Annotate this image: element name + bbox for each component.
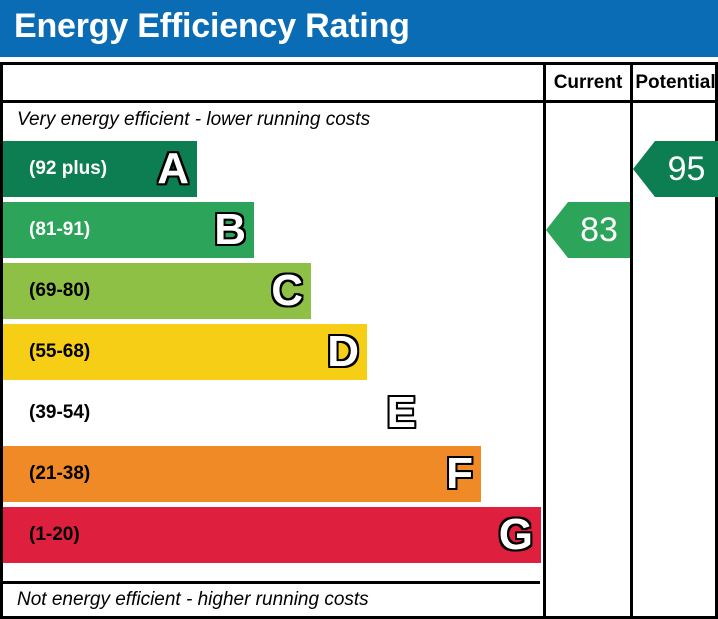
band-range-label: (81-91)	[29, 219, 91, 240]
rating-band-d: (55-68) D	[3, 324, 367, 380]
caption-bottom: Not energy efficient - higher running co…	[17, 589, 369, 610]
potential-column-divider	[630, 65, 633, 616]
column-header-current: Current	[553, 72, 623, 93]
band-range-label: (92 plus)	[29, 158, 108, 179]
rating-band-g: (1-20) G	[3, 507, 541, 563]
page-title: Energy Efficiency Rating	[14, 7, 410, 45]
rating-band-e: (39-54) E	[3, 385, 424, 441]
rating-band-f: (21-38) F	[3, 446, 481, 502]
band-letter-g: G	[498, 510, 535, 559]
score-value-potential: 95	[667, 150, 706, 188]
rating-table: Current Potential Very energy efficient …	[0, 62, 718, 619]
band-letter-c: C	[270, 266, 304, 315]
band-range-label: (69-80)	[29, 280, 91, 301]
footer-divider	[3, 581, 540, 584]
band-letter-f: F	[445, 449, 474, 498]
band-letter-e: E	[385, 388, 417, 437]
rating-band-a: (92 plus) A	[3, 141, 197, 197]
score-value-current: 83	[580, 211, 618, 249]
band-range-label: (39-54)	[29, 402, 91, 423]
caption-top: Very energy efficient - lower running co…	[17, 109, 371, 130]
rating-band-c: (69-80) C	[3, 263, 311, 319]
chart-title-bar: Energy Efficiency Rating	[0, 0, 718, 57]
band-letter-b: B	[213, 205, 247, 254]
column-header-potential: Potential	[635, 72, 716, 93]
band-range-label: (55-68)	[29, 341, 91, 362]
score-marker-current: 83	[546, 202, 630, 258]
band-letter-d: D	[326, 327, 360, 376]
current-column-divider	[543, 65, 546, 616]
band-range-label: (21-38)	[29, 463, 91, 484]
score-marker-potential: 95	[633, 141, 718, 197]
rating-band-b: (81-91) B	[3, 202, 254, 258]
band-letter-a: A	[156, 144, 190, 193]
header-divider	[3, 100, 715, 103]
band-range-label: (1-20)	[29, 524, 80, 545]
